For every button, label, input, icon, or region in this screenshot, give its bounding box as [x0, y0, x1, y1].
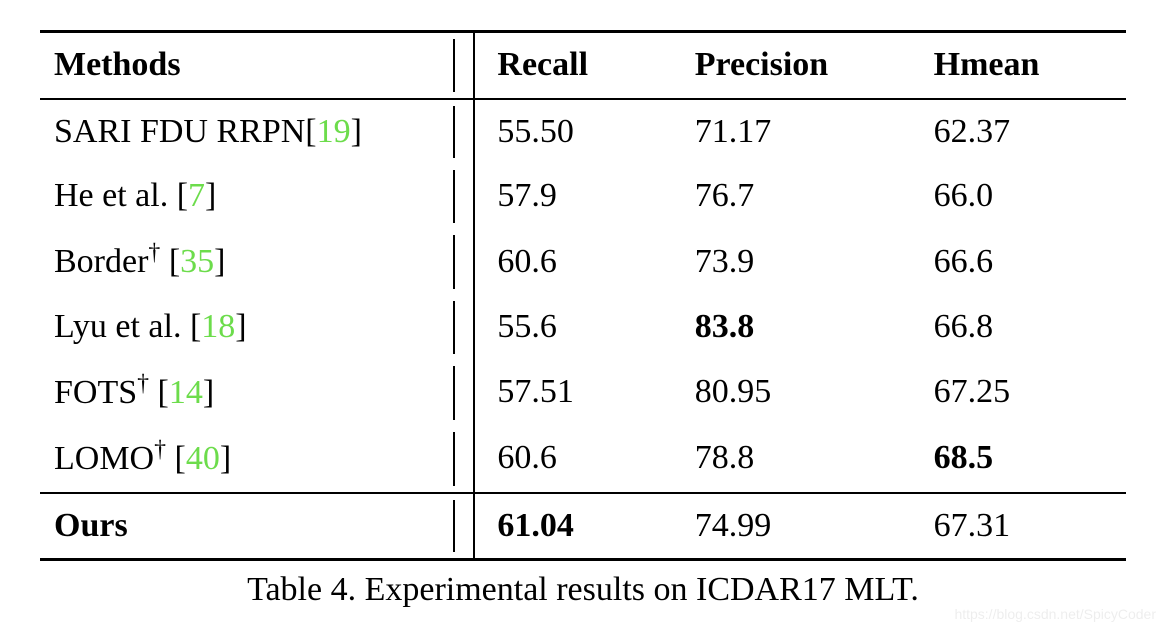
- cell-hmean: 66.0: [920, 164, 1126, 229]
- cell-hmean: 68.5: [920, 426, 1126, 493]
- citation-link[interactable]: 19: [317, 113, 351, 150]
- cell-recall: 55.6: [474, 295, 680, 360]
- col-header-precision: Precision: [681, 32, 920, 99]
- table-row: LOMO† [40] 60.678.868.5: [40, 426, 1126, 493]
- cell-hmean: 67.25: [920, 360, 1126, 426]
- method-name: He et al. [7]: [54, 177, 216, 214]
- cell-precision: 76.7: [681, 164, 920, 229]
- table-header-row: Methods Recall Precision Hmean: [40, 32, 1126, 99]
- col-header-hmean: Hmean: [920, 32, 1126, 99]
- method-name: Lyu et al. [18]: [54, 308, 247, 345]
- cell-recall: 57.9: [474, 164, 680, 229]
- method-name: Border† [35]: [54, 243, 225, 280]
- cell-recall: 60.6: [474, 229, 680, 295]
- dagger-icon: †: [148, 240, 160, 266]
- cell-precision: 83.8: [681, 295, 920, 360]
- dagger-icon: †: [137, 371, 149, 397]
- cell-recall: 60.6: [474, 426, 680, 493]
- cell-recall: 61.04: [474, 493, 680, 560]
- cell-hmean: 66.6: [920, 229, 1126, 295]
- watermark: https://blog.csdn.net/SpicyCoder: [954, 606, 1156, 622]
- table-row: He et al. [7] 57.976.766.0: [40, 164, 1126, 229]
- table-row: Ours 61.0474.9967.31: [40, 493, 1126, 560]
- citation-link[interactable]: 7: [188, 177, 205, 214]
- cell-precision: 73.9: [681, 229, 920, 295]
- table-row: SARI FDU RRPN[19] 55.5071.1762.37: [40, 99, 1126, 165]
- cell-hmean: 67.31: [920, 493, 1126, 560]
- method-name: FOTS† [14]: [54, 374, 214, 411]
- cell-precision: 74.99: [681, 493, 920, 560]
- table-row: Border† [35] 60.673.966.6: [40, 229, 1126, 295]
- cell-recall: 57.51: [474, 360, 680, 426]
- cell-precision: 78.8: [681, 426, 920, 493]
- cell-precision: 80.95: [681, 360, 920, 426]
- cell-precision: 71.17: [681, 99, 920, 165]
- table-row: FOTS† [14] 57.5180.9567.25: [40, 360, 1126, 426]
- citation-link[interactable]: 14: [169, 374, 203, 411]
- table-row: Lyu et al. [18] 55.683.866.8: [40, 295, 1126, 360]
- method-name: LOMO† [40]: [54, 440, 231, 477]
- col-header-recall: Recall: [474, 32, 680, 99]
- citation-link[interactable]: 35: [180, 243, 214, 280]
- results-table: Methods Recall Precision Hmean SARI FDU …: [40, 30, 1126, 561]
- results-table-wrap: Methods Recall Precision Hmean SARI FDU …: [40, 30, 1126, 609]
- citation-link[interactable]: 40: [186, 440, 220, 477]
- method-name: Ours: [54, 507, 128, 544]
- citation-link[interactable]: 18: [201, 308, 235, 345]
- cell-hmean: 66.8: [920, 295, 1126, 360]
- dagger-icon: †: [154, 437, 166, 463]
- table-caption: Table 4. Experimental results on ICDAR17…: [40, 571, 1126, 609]
- cell-hmean: 62.37: [920, 99, 1126, 165]
- cell-recall: 55.50: [474, 99, 680, 165]
- col-header-methods: Methods: [54, 46, 181, 83]
- method-name: SARI FDU RRPN[19]: [54, 113, 362, 150]
